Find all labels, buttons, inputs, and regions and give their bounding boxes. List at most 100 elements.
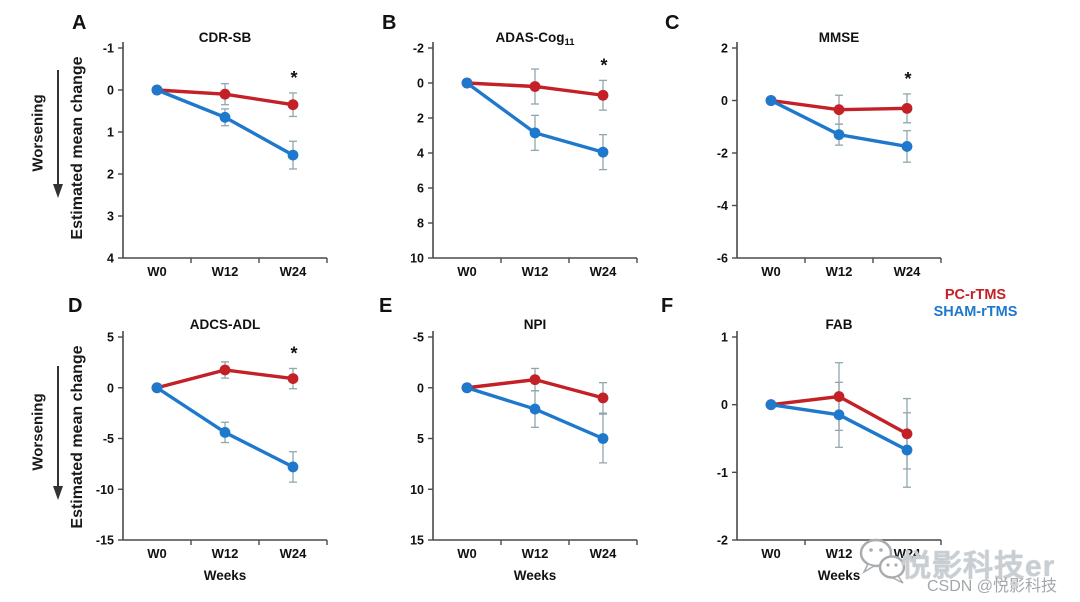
y-tick-label: 4 (107, 252, 114, 266)
panel-b-chart-adas-cog11: ADAS-Cog11 -2 0 2 4 6 8 10 W0 W12 W24 * (410, 30, 638, 279)
panel-e-chart-npi: NPI -5 0 5 10 15 W0 W12 W24 Weeks (410, 317, 638, 583)
y-tick-label: 0 (417, 381, 424, 395)
x-tick-label: W0 (457, 264, 477, 279)
panel-title: NPI (524, 317, 547, 332)
panel-letter-d: D (68, 295, 83, 317)
data-point-pc-rtms (287, 99, 299, 111)
x-tick-label: W24 (894, 546, 922, 561)
panel-title: MMSE (819, 30, 860, 45)
panel-title: FAB (826, 317, 853, 332)
data-point-pc-rtms (529, 81, 541, 92)
data-point-sham-rtms (151, 382, 163, 394)
x-tick-label: W24 (280, 264, 308, 279)
x-tick-label: W0 (147, 264, 167, 279)
panel-title: CDR-SB (199, 30, 252, 45)
data-point-sham-rtms (597, 146, 609, 158)
data-point-pc-rtms (833, 104, 845, 116)
watermark-credit: CSDN @悦影科技 (927, 578, 1058, 595)
y-tick-label: -6 (717, 252, 728, 266)
data-point-sham-rtms (461, 77, 473, 89)
x-tick-label: W12 (522, 264, 549, 279)
worsening-label-row2: Worsening (29, 393, 47, 471)
panel-letter-c: C (665, 12, 680, 34)
y-tick-label: 10 (410, 252, 424, 266)
y-tick-label: 10 (410, 483, 424, 497)
data-point-sham-rtms (765, 399, 777, 411)
y-tick-label: 2 (107, 168, 114, 182)
x-tick-label: W0 (761, 264, 781, 279)
data-point-sham-rtms (219, 427, 231, 438)
data-point-pc-rtms (901, 102, 913, 114)
panel-a-chart-cdr-sb: CDR-SB -1 0 1 2 3 4 W0 W12 W24 * (103, 30, 328, 279)
y-tick-label: 5 (417, 432, 424, 446)
data-point-sham-rtms (529, 127, 541, 139)
y-tick-label: -5 (103, 432, 114, 446)
data-point-pc-rtms (833, 391, 845, 402)
significance-asterisk: * (290, 343, 297, 363)
y-tick-label: 4 (417, 147, 424, 161)
data-point-pc-rtms (287, 373, 299, 385)
data-point-sham-rtms (529, 403, 541, 415)
y-tick-label: -2 (717, 534, 728, 548)
y-tick-label: 5 (107, 331, 114, 345)
y-tick-label: 0 (107, 84, 114, 98)
panel-letter-e: E (379, 295, 393, 317)
y-tick-label: 2 (417, 112, 424, 126)
data-point-sham-rtms (901, 444, 913, 456)
data-point-pc-rtms (219, 364, 231, 376)
y-tick-label: 8 (417, 217, 424, 231)
y-tick-label: 6 (417, 182, 424, 196)
significance-asterisk: * (290, 68, 297, 88)
y-tick-label: 3 (107, 210, 114, 224)
y-tick-label: 0 (721, 94, 728, 108)
x-tick-label: W12 (212, 546, 239, 561)
x-axis-title: Weeks (818, 568, 861, 583)
data-point-sham-rtms (287, 149, 299, 161)
y-tick-label: 0 (107, 381, 114, 395)
x-tick-label: W24 (590, 546, 618, 561)
panel-title: ADCS-ADL (190, 317, 261, 332)
worsening-down-arrow-icon (53, 366, 63, 500)
worsening-down-arrow-icon (53, 70, 63, 198)
y-tick-label: -2 (717, 147, 728, 161)
data-point-pc-rtms (901, 428, 913, 440)
y-tick-label: 15 (410, 534, 424, 548)
data-point-pc-rtms (597, 89, 609, 101)
data-point-sham-rtms (461, 382, 473, 394)
data-point-sham-rtms (287, 461, 299, 473)
x-tick-label: W0 (457, 546, 477, 561)
y-tick-label: -2 (413, 42, 424, 56)
data-point-sham-rtms (901, 141, 913, 152)
x-tick-label: W24 (590, 264, 618, 279)
data-point-pc-rtms (219, 88, 231, 100)
data-point-pc-rtms (529, 374, 541, 386)
watermark-title: 悦影科技er (901, 550, 1056, 583)
y-tick-label: -15 (96, 534, 114, 548)
data-point-pc-rtms (597, 392, 609, 404)
y-tick-label: 2 (721, 42, 728, 56)
panel-d-chart-adcs-adl: ADCS-ADL 5 0 -5 -10 -15 W0 W12 W24 Weeks * (96, 317, 328, 583)
y-tick-label: -10 (96, 483, 114, 497)
data-point-sham-rtms (219, 111, 231, 123)
data-point-sham-rtms (833, 129, 845, 141)
significance-asterisk: * (600, 55, 607, 75)
x-axis-title: Weeks (514, 568, 557, 583)
panel-f-chart-fab: FAB 1 0 -1 -2 W0 W12 W24 Weeks (717, 317, 942, 583)
significance-asterisk: * (904, 69, 911, 89)
data-point-sham-rtms (765, 95, 777, 106)
x-tick-label: W12 (826, 546, 853, 561)
y-tick-label: -1 (103, 42, 114, 56)
x-tick-label: W0 (147, 546, 167, 561)
data-point-sham-rtms (151, 84, 163, 96)
panel-title: ADAS-Cog11 (495, 30, 575, 48)
x-tick-label: W0 (761, 546, 781, 561)
y-tick-label: 0 (417, 77, 424, 91)
panel-letter-f: F (661, 295, 674, 317)
worsening-label-row1: Worsening (29, 94, 47, 172)
x-tick-label: W24 (894, 264, 922, 279)
x-axis-title: Weeks (204, 568, 247, 583)
legend-item-pc-rtms: PC-rTMS (944, 287, 1007, 303)
x-tick-label: W12 (522, 546, 549, 561)
wechat-chat-bubbles-icon (859, 538, 906, 584)
legend-item-sham-rtms: SHAM-rTMS (933, 304, 1018, 320)
